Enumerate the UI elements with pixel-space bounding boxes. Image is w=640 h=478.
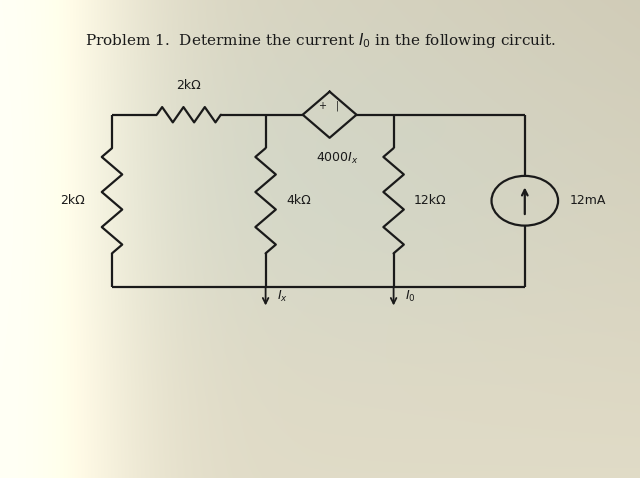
Text: $I_x$: $I_x$ <box>277 289 288 304</box>
Text: $I_0$: $I_0$ <box>405 289 416 304</box>
Text: 12kΩ: 12kΩ <box>414 194 447 207</box>
Text: +: + <box>318 101 326 111</box>
Text: |: | <box>335 101 339 111</box>
Text: 4kΩ: 4kΩ <box>286 194 311 207</box>
Text: 4000$I_x$: 4000$I_x$ <box>316 151 358 166</box>
Text: 12mA: 12mA <box>570 194 606 207</box>
Text: Problem 1.  Determine the current $I_0$ in the following circuit.: Problem 1. Determine the current $I_0$ i… <box>84 31 556 50</box>
Text: 2kΩ: 2kΩ <box>177 79 201 92</box>
Text: 2kΩ: 2kΩ <box>60 194 85 207</box>
